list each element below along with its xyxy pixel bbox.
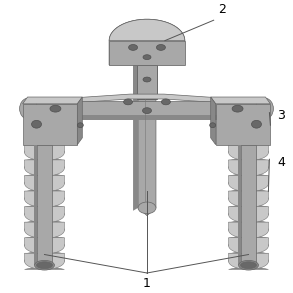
Ellipse shape — [210, 123, 216, 128]
Polygon shape — [25, 160, 64, 176]
Polygon shape — [28, 115, 265, 120]
Polygon shape — [211, 97, 270, 104]
Polygon shape — [33, 145, 37, 265]
Ellipse shape — [143, 55, 151, 59]
Polygon shape — [216, 104, 270, 145]
Polygon shape — [229, 191, 268, 207]
Polygon shape — [229, 253, 268, 269]
Text: 3: 3 — [277, 109, 285, 122]
Polygon shape — [229, 207, 268, 223]
Ellipse shape — [255, 98, 273, 119]
Ellipse shape — [156, 45, 166, 50]
Polygon shape — [138, 99, 156, 216]
Polygon shape — [241, 145, 256, 265]
Polygon shape — [137, 65, 157, 99]
Polygon shape — [229, 191, 268, 207]
Polygon shape — [229, 176, 268, 192]
Polygon shape — [25, 160, 64, 176]
Ellipse shape — [143, 77, 151, 82]
Polygon shape — [229, 222, 268, 238]
Polygon shape — [28, 101, 265, 115]
Polygon shape — [231, 104, 265, 125]
Polygon shape — [25, 176, 64, 192]
Ellipse shape — [142, 108, 151, 114]
Polygon shape — [77, 97, 82, 145]
Polygon shape — [231, 118, 265, 131]
Polygon shape — [229, 238, 268, 254]
Polygon shape — [28, 118, 62, 131]
Polygon shape — [133, 65, 137, 99]
Polygon shape — [133, 99, 138, 211]
Text: 2: 2 — [218, 3, 226, 16]
Polygon shape — [23, 97, 82, 104]
Polygon shape — [28, 104, 62, 125]
Ellipse shape — [241, 262, 256, 269]
Polygon shape — [25, 238, 64, 254]
Polygon shape — [25, 176, 64, 192]
Polygon shape — [25, 191, 64, 207]
Ellipse shape — [161, 99, 171, 105]
Polygon shape — [229, 253, 268, 269]
Ellipse shape — [138, 202, 156, 214]
Text: 1: 1 — [143, 277, 151, 290]
Polygon shape — [25, 144, 64, 161]
Ellipse shape — [77, 123, 83, 128]
Ellipse shape — [20, 98, 38, 119]
Text: 4: 4 — [277, 156, 285, 169]
Polygon shape — [109, 41, 185, 65]
Polygon shape — [25, 207, 64, 223]
Polygon shape — [229, 207, 268, 223]
Polygon shape — [25, 144, 64, 161]
Polygon shape — [229, 160, 268, 176]
Polygon shape — [25, 222, 64, 238]
Polygon shape — [37, 145, 52, 265]
Polygon shape — [28, 94, 265, 106]
Ellipse shape — [50, 105, 61, 112]
Ellipse shape — [251, 120, 261, 128]
Polygon shape — [109, 19, 185, 65]
Polygon shape — [25, 253, 64, 269]
Polygon shape — [25, 222, 64, 238]
Polygon shape — [229, 176, 268, 192]
Polygon shape — [229, 144, 268, 161]
Polygon shape — [211, 97, 216, 145]
Polygon shape — [25, 207, 64, 223]
Ellipse shape — [32, 120, 42, 128]
Polygon shape — [25, 253, 64, 269]
Polygon shape — [23, 104, 77, 145]
Polygon shape — [229, 222, 268, 238]
Polygon shape — [238, 145, 241, 265]
Ellipse shape — [37, 262, 52, 269]
Ellipse shape — [232, 105, 243, 112]
Ellipse shape — [129, 45, 137, 50]
Ellipse shape — [239, 260, 258, 270]
Polygon shape — [229, 160, 268, 176]
Polygon shape — [25, 191, 64, 207]
Polygon shape — [229, 144, 268, 161]
Ellipse shape — [124, 99, 132, 105]
Polygon shape — [229, 238, 268, 254]
Polygon shape — [25, 238, 64, 254]
Ellipse shape — [35, 260, 54, 270]
Polygon shape — [109, 19, 185, 41]
